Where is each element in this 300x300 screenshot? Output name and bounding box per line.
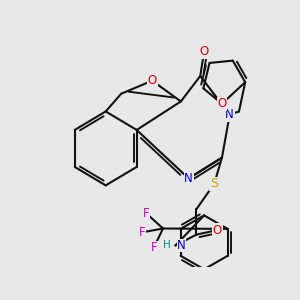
Text: S: S [210, 177, 218, 190]
Text: F: F [143, 207, 149, 220]
Text: O: O [148, 74, 157, 87]
Text: F: F [150, 241, 157, 254]
Text: O: O [200, 45, 209, 58]
Text: H: H [163, 240, 171, 250]
Text: N: N [225, 108, 234, 121]
Text: O: O [217, 97, 226, 110]
Text: O: O [213, 224, 222, 236]
Text: N: N [184, 172, 193, 185]
Text: N: N [177, 239, 186, 252]
Text: F: F [139, 226, 146, 239]
